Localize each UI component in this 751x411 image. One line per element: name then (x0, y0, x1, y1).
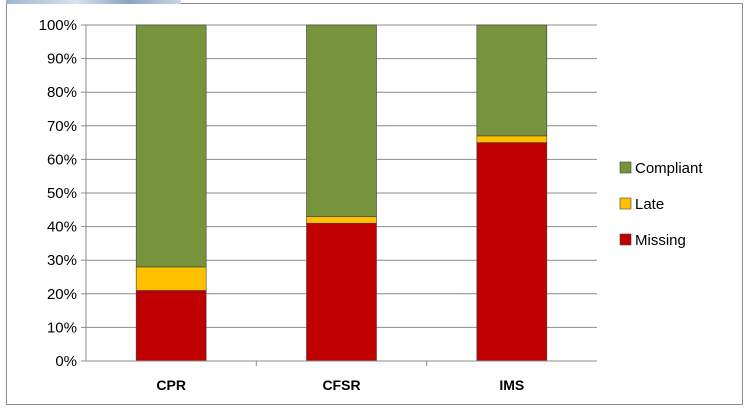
y-tick-label: 0% (55, 353, 77, 370)
bar-late-cpr (135, 266, 207, 291)
bar-late-ims (476, 135, 548, 143)
y-axis: 0% 10% 20% 30% 40% 50% 60% 70% 80% 90% 100% (39, 17, 87, 370)
legend-swatch-missing (619, 233, 632, 246)
legend-swatch-compliant (619, 161, 632, 174)
y-tick-label: 10% (47, 319, 77, 336)
bar-missing-cpr (135, 290, 207, 362)
y-tick-label: 20% (47, 286, 77, 303)
x-tick-label: IMS (499, 377, 524, 393)
y-tick-label: 80% (47, 84, 77, 101)
logo-fragment (6, 0, 181, 4)
y-tick-label: 70% (47, 118, 77, 135)
bar-compliant-ims (476, 24, 548, 137)
x-tick-label: CFSR (322, 377, 360, 393)
bar-late-cfsr (306, 216, 377, 224)
y-tick-label: 40% (47, 219, 77, 236)
legend-label-missing: Missing (635, 232, 686, 249)
y-tick-label: 30% (47, 252, 77, 269)
bar-missing-ims (476, 142, 548, 362)
y-tick-label: 50% (47, 185, 77, 202)
legend: Compliant Late Missing (619, 160, 703, 249)
x-tick-label: CPR (156, 377, 186, 393)
bar-compliant-cpr (135, 24, 207, 268)
y-tick-label: 60% (47, 151, 77, 168)
x-axis: CPR CFSR IMS (86, 360, 597, 393)
bar-compliant-cfsr (306, 24, 377, 217)
bar-missing-cfsr (306, 222, 377, 362)
bars (135, 24, 548, 362)
y-tick-label: 100% (39, 17, 77, 34)
legend-swatch-late (619, 197, 632, 210)
legend-label-late: Late (635, 196, 664, 213)
y-tick-label: 90% (47, 51, 77, 68)
legend-label-compliant: Compliant (635, 160, 703, 177)
